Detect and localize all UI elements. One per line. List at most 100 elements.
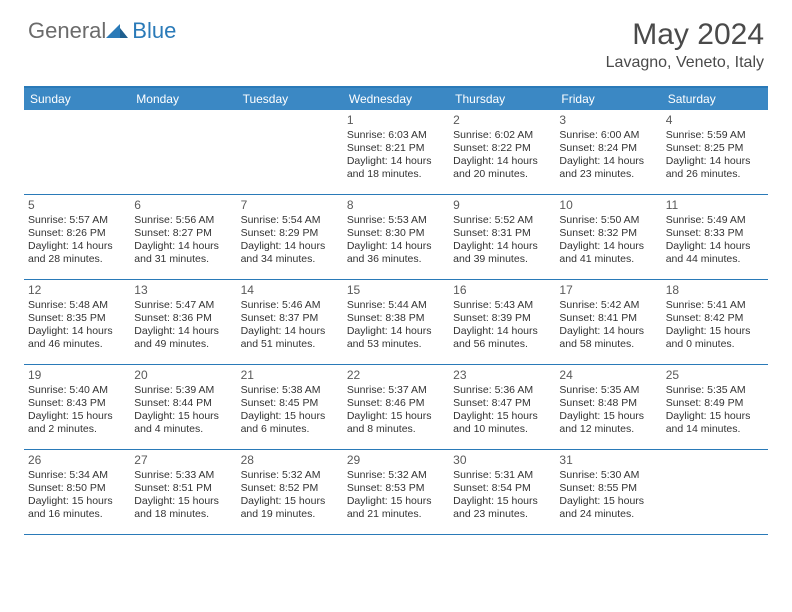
day-number: 25 (666, 368, 764, 383)
weeks-container: 1Sunrise: 6:03 AMSunset: 8:21 PMDaylight… (24, 110, 768, 535)
day-details: Sunrise: 5:54 AMSunset: 8:29 PMDaylight:… (241, 214, 339, 267)
day-number: 22 (347, 368, 445, 383)
day-details: Sunrise: 5:50 AMSunset: 8:32 PMDaylight:… (559, 214, 657, 267)
day-cell: 8Sunrise: 5:53 AMSunset: 8:30 PMDaylight… (343, 195, 449, 279)
day-details: Sunrise: 5:39 AMSunset: 8:44 PMDaylight:… (134, 384, 232, 437)
day-details: Sunrise: 5:42 AMSunset: 8:41 PMDaylight:… (559, 299, 657, 352)
day-cell: 25Sunrise: 5:35 AMSunset: 8:49 PMDayligh… (662, 365, 768, 449)
triangle-icon (106, 22, 130, 40)
day-number: 17 (559, 283, 657, 298)
day-cell: 10Sunrise: 5:50 AMSunset: 8:32 PMDayligh… (555, 195, 661, 279)
week-row: 5Sunrise: 5:57 AMSunset: 8:26 PMDaylight… (24, 195, 768, 280)
empty-day (24, 110, 130, 194)
day-details: Sunrise: 5:38 AMSunset: 8:45 PMDaylight:… (241, 384, 339, 437)
day-cell: 15Sunrise: 5:44 AMSunset: 8:38 PMDayligh… (343, 280, 449, 364)
day-details: Sunrise: 5:35 AMSunset: 8:48 PMDaylight:… (559, 384, 657, 437)
day-cell: 29Sunrise: 5:32 AMSunset: 8:53 PMDayligh… (343, 450, 449, 534)
day-number: 23 (453, 368, 551, 383)
day-number: 26 (28, 453, 126, 468)
weekday-header: Tuesday (237, 88, 343, 110)
day-number: 5 (28, 198, 126, 213)
day-cell: 23Sunrise: 5:36 AMSunset: 8:47 PMDayligh… (449, 365, 555, 449)
day-cell: 13Sunrise: 5:47 AMSunset: 8:36 PMDayligh… (130, 280, 236, 364)
day-number: 21 (241, 368, 339, 383)
title-block: May 2024 Lavagno, Veneto, Italy (606, 18, 764, 72)
weekday-header: Sunday (24, 88, 130, 110)
day-cell: 31Sunrise: 5:30 AMSunset: 8:55 PMDayligh… (555, 450, 661, 534)
day-cell: 5Sunrise: 5:57 AMSunset: 8:26 PMDaylight… (24, 195, 130, 279)
day-cell: 22Sunrise: 5:37 AMSunset: 8:46 PMDayligh… (343, 365, 449, 449)
day-details: Sunrise: 5:44 AMSunset: 8:38 PMDaylight:… (347, 299, 445, 352)
week-row: 26Sunrise: 5:34 AMSunset: 8:50 PMDayligh… (24, 450, 768, 535)
day-details: Sunrise: 5:37 AMSunset: 8:46 PMDaylight:… (347, 384, 445, 437)
day-details: Sunrise: 5:48 AMSunset: 8:35 PMDaylight:… (28, 299, 126, 352)
day-number: 11 (666, 198, 764, 213)
day-cell: 26Sunrise: 5:34 AMSunset: 8:50 PMDayligh… (24, 450, 130, 534)
day-number: 30 (453, 453, 551, 468)
day-details: Sunrise: 5:53 AMSunset: 8:30 PMDaylight:… (347, 214, 445, 267)
day-details: Sunrise: 5:46 AMSunset: 8:37 PMDaylight:… (241, 299, 339, 352)
weekday-header: Friday (555, 88, 661, 110)
calendar: SundayMondayTuesdayWednesdayThursdayFrid… (24, 86, 768, 535)
day-cell: 21Sunrise: 5:38 AMSunset: 8:45 PMDayligh… (237, 365, 343, 449)
logo-text-general: General (28, 18, 106, 44)
empty-day (237, 110, 343, 194)
weekday-header: Saturday (662, 88, 768, 110)
day-details: Sunrise: 5:41 AMSunset: 8:42 PMDaylight:… (666, 299, 764, 352)
day-number: 28 (241, 453, 339, 468)
day-cell: 20Sunrise: 5:39 AMSunset: 8:44 PMDayligh… (130, 365, 236, 449)
logo-text-blue: Blue (132, 18, 176, 44)
day-details: Sunrise: 5:52 AMSunset: 8:31 PMDaylight:… (453, 214, 551, 267)
day-details: Sunrise: 5:56 AMSunset: 8:27 PMDaylight:… (134, 214, 232, 267)
weekday-header: Thursday (449, 88, 555, 110)
day-cell: 2Sunrise: 6:02 AMSunset: 8:22 PMDaylight… (449, 110, 555, 194)
day-details: Sunrise: 6:02 AMSunset: 8:22 PMDaylight:… (453, 129, 551, 182)
day-number: 18 (666, 283, 764, 298)
day-cell: 27Sunrise: 5:33 AMSunset: 8:51 PMDayligh… (130, 450, 236, 534)
day-number: 24 (559, 368, 657, 383)
week-row: 19Sunrise: 5:40 AMSunset: 8:43 PMDayligh… (24, 365, 768, 450)
location: Lavagno, Veneto, Italy (606, 54, 764, 72)
header: General Blue May 2024 Lavagno, Veneto, I… (0, 0, 792, 80)
week-row: 12Sunrise: 5:48 AMSunset: 8:35 PMDayligh… (24, 280, 768, 365)
day-number: 15 (347, 283, 445, 298)
day-number: 12 (28, 283, 126, 298)
day-details: Sunrise: 5:43 AMSunset: 8:39 PMDaylight:… (453, 299, 551, 352)
day-number: 1 (347, 113, 445, 128)
day-number: 14 (241, 283, 339, 298)
weekday-header: Monday (130, 88, 236, 110)
day-details: Sunrise: 5:33 AMSunset: 8:51 PMDaylight:… (134, 469, 232, 522)
day-cell: 18Sunrise: 5:41 AMSunset: 8:42 PMDayligh… (662, 280, 768, 364)
day-details: Sunrise: 5:31 AMSunset: 8:54 PMDaylight:… (453, 469, 551, 522)
day-cell: 9Sunrise: 5:52 AMSunset: 8:31 PMDaylight… (449, 195, 555, 279)
day-details: Sunrise: 5:49 AMSunset: 8:33 PMDaylight:… (666, 214, 764, 267)
day-number: 9 (453, 198, 551, 213)
day-number: 7 (241, 198, 339, 213)
weekday-header: Wednesday (343, 88, 449, 110)
day-cell: 14Sunrise: 5:46 AMSunset: 8:37 PMDayligh… (237, 280, 343, 364)
day-number: 16 (453, 283, 551, 298)
day-number: 4 (666, 113, 764, 128)
day-number: 2 (453, 113, 551, 128)
day-cell: 19Sunrise: 5:40 AMSunset: 8:43 PMDayligh… (24, 365, 130, 449)
day-cell: 30Sunrise: 5:31 AMSunset: 8:54 PMDayligh… (449, 450, 555, 534)
day-details: Sunrise: 5:34 AMSunset: 8:50 PMDaylight:… (28, 469, 126, 522)
day-cell: 6Sunrise: 5:56 AMSunset: 8:27 PMDaylight… (130, 195, 236, 279)
day-cell: 3Sunrise: 6:00 AMSunset: 8:24 PMDaylight… (555, 110, 661, 194)
day-number: 19 (28, 368, 126, 383)
day-number: 31 (559, 453, 657, 468)
day-details: Sunrise: 5:47 AMSunset: 8:36 PMDaylight:… (134, 299, 232, 352)
day-cell: 24Sunrise: 5:35 AMSunset: 8:48 PMDayligh… (555, 365, 661, 449)
day-details: Sunrise: 5:30 AMSunset: 8:55 PMDaylight:… (559, 469, 657, 522)
day-cell: 7Sunrise: 5:54 AMSunset: 8:29 PMDaylight… (237, 195, 343, 279)
day-details: Sunrise: 6:03 AMSunset: 8:21 PMDaylight:… (347, 129, 445, 182)
day-details: Sunrise: 5:40 AMSunset: 8:43 PMDaylight:… (28, 384, 126, 437)
day-details: Sunrise: 5:36 AMSunset: 8:47 PMDaylight:… (453, 384, 551, 437)
day-details: Sunrise: 5:32 AMSunset: 8:52 PMDaylight:… (241, 469, 339, 522)
day-cell: 12Sunrise: 5:48 AMSunset: 8:35 PMDayligh… (24, 280, 130, 364)
day-cell: 1Sunrise: 6:03 AMSunset: 8:21 PMDaylight… (343, 110, 449, 194)
day-number: 20 (134, 368, 232, 383)
day-cell: 4Sunrise: 5:59 AMSunset: 8:25 PMDaylight… (662, 110, 768, 194)
day-cell: 28Sunrise: 5:32 AMSunset: 8:52 PMDayligh… (237, 450, 343, 534)
day-details: Sunrise: 5:57 AMSunset: 8:26 PMDaylight:… (28, 214, 126, 267)
